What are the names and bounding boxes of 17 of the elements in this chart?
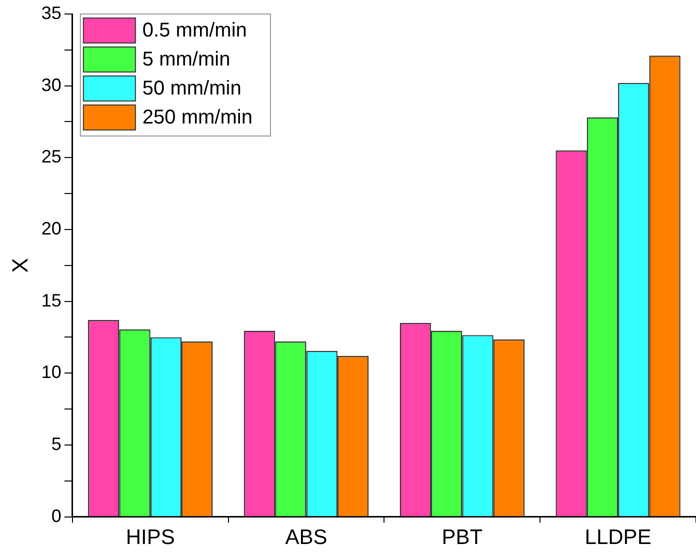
y-tick-label: 0 (51, 506, 62, 526)
y-tick-label: 35 (41, 2, 62, 23)
legend-label: 50 mm/min (142, 78, 242, 100)
y-tick-label: 20 (41, 218, 62, 238)
legend-label: 250 mm/min (142, 106, 252, 129)
y-tick-label: 25 (41, 146, 62, 167)
y-axis-title: X (7, 258, 32, 273)
y-tick-label: 15 (41, 290, 62, 310)
x-tick-label: LLDPE (584, 526, 652, 550)
y-tick-label: 5 (51, 434, 62, 454)
x-tick-label: ABS (285, 526, 328, 550)
x-tick-label: HIPS (126, 526, 175, 550)
x-tick-label: PBT (442, 526, 483, 550)
y-tick-label: 10 (41, 362, 62, 382)
legend-label: 0.5 mm/min (142, 20, 247, 42)
y-tick-label: 30 (41, 74, 62, 95)
legend-label: 5 mm/min (142, 48, 230, 71)
